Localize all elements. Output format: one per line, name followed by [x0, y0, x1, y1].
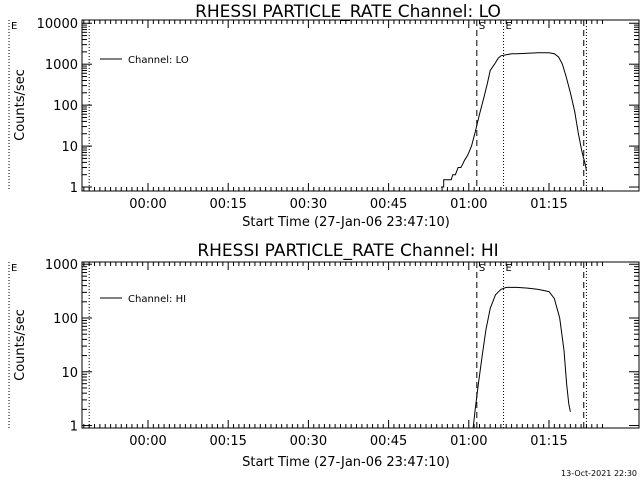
- hi-x-axis-label: Start Time (27-Jan-06 23:47:10): [242, 455, 450, 470]
- hi-x-tick-label: 00:30: [290, 434, 327, 449]
- lo-y-ticks: 1 10 100 1000 10000: [37, 17, 639, 196]
- lo-y-tick-label: 1: [70, 181, 78, 196]
- hi-chart-title: RHESSI PARTICLE_RATE Channel: HI: [197, 241, 498, 261]
- lo-y-tick-label: 10: [61, 140, 78, 155]
- lo-y-tick-label: 100: [53, 99, 78, 114]
- lo-x-tick-label: 00:30: [290, 197, 327, 212]
- hi-legend-label: Channel: HI: [128, 294, 186, 305]
- hi-plot-frame: [81, 261, 640, 429]
- hi-y-ticks: 1 10 100 1000: [45, 258, 639, 435]
- hi-x-ticks: 00:00 00:15 00:30 00:45 01:00 01:15: [83, 262, 603, 449]
- hi-x-tick-label: 00:45: [370, 434, 407, 449]
- lo-channel-panel: RHESSI PARTICLE_RATE Channel: LO 00:00 00…: [8, 2, 640, 230]
- lo-y-tick-label: 10000: [37, 17, 78, 32]
- lo-chart-title: RHESSI PARTICLE_RATE Channel: LO: [195, 2, 501, 22]
- hi-y-tick-label: 1000: [45, 258, 78, 273]
- lo-x-tick-label: 00:15: [209, 197, 246, 212]
- hi-marker-label: S: [479, 263, 485, 274]
- footer-timestamp: 13-Oct-2021 22:30: [561, 469, 637, 478]
- lo-x-axis-label: Start Time (27-Jan-06 23:47:10): [242, 215, 450, 230]
- hi-channel-panel: RHESSI PARTICLE_RATE Channel: HI 00:00 00…: [8, 241, 640, 470]
- hi-x-tick-label: 01:15: [530, 434, 567, 449]
- hi-y-axis-label: Counts/sec: [13, 309, 28, 381]
- lo-marker-label: S: [479, 21, 485, 32]
- hi-series-line: [472, 286, 571, 429]
- lo-x-tick-label: 00:45: [370, 197, 407, 212]
- hi-x-tick-label: 00:00: [129, 434, 166, 449]
- lo-x-tick-label: 01:15: [530, 197, 567, 212]
- hi-y-tick-label: 1: [70, 420, 78, 435]
- hi-marker-label: E: [506, 263, 512, 274]
- lo-marker-label: E: [506, 21, 512, 32]
- lo-x-tick-label: 01:00: [450, 197, 487, 212]
- lo-x-tick-label: 00:00: [129, 197, 166, 212]
- lo-legend-label: Channel: LO: [128, 55, 189, 66]
- hi-y-tick-label: 10: [61, 366, 78, 381]
- hi-marker-label: E: [11, 263, 17, 274]
- lo-marker-label: E: [11, 21, 17, 32]
- lo-series-line: [441, 52, 587, 188]
- hi-x-tick-label: 01:00: [450, 434, 487, 449]
- hi-y-tick-label: 100: [53, 312, 78, 327]
- lo-y-tick-label: 1000: [45, 58, 78, 73]
- lo-y-axis-label: Counts/sec: [13, 69, 28, 141]
- lo-plot-frame: [81, 19, 640, 192]
- lo-x-ticks: 00:00 00:15 00:30 00:45 01:00 01:15: [83, 20, 603, 212]
- hi-x-tick-label: 00:15: [209, 434, 246, 449]
